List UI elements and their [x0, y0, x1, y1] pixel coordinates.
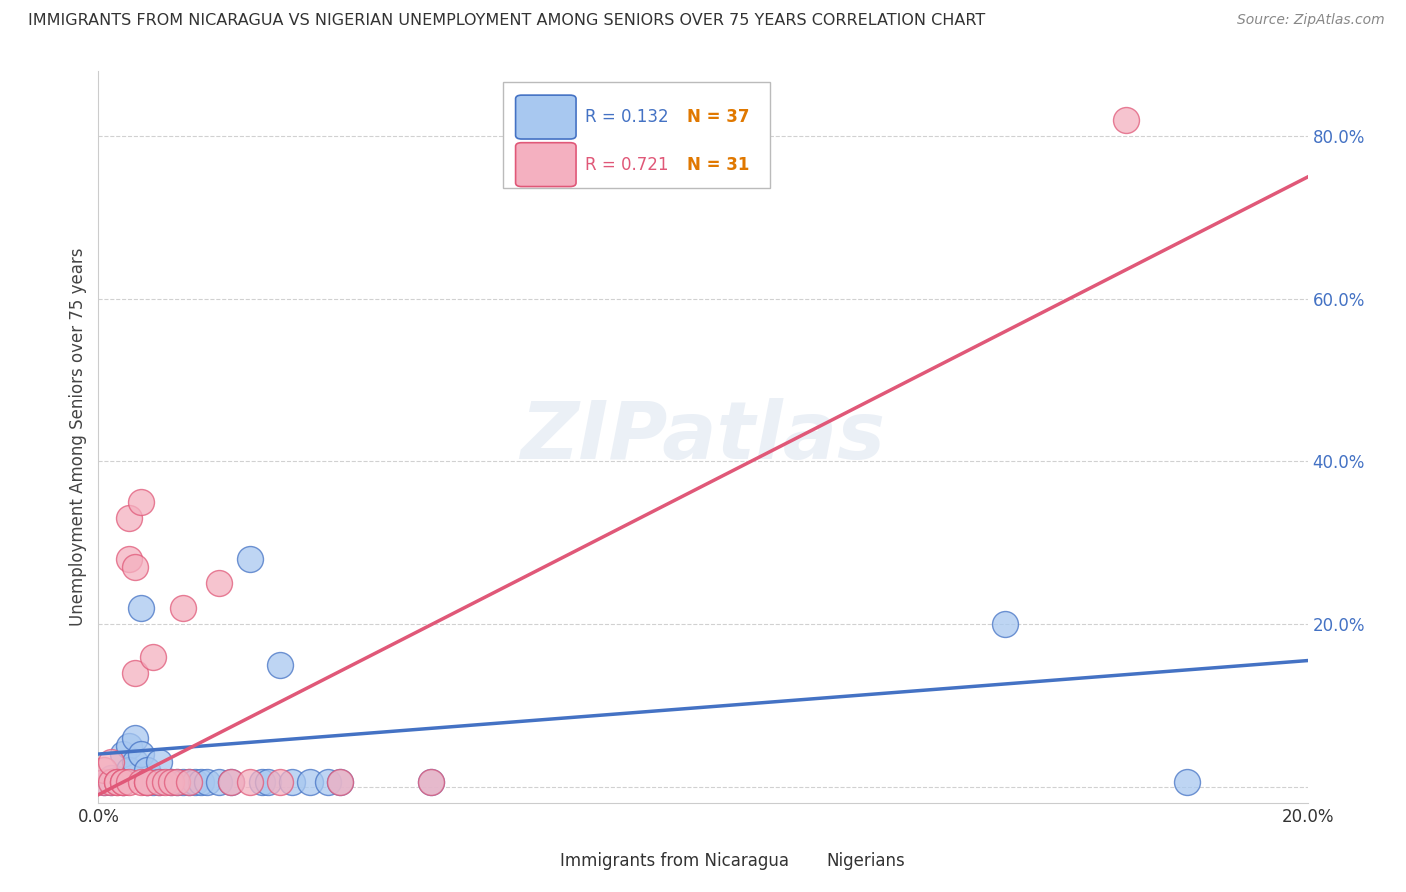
Text: Immigrants from Nicaragua: Immigrants from Nicaragua — [561, 853, 789, 871]
Point — [256, 775, 278, 789]
Point — [124, 731, 146, 745]
Point — [135, 775, 157, 789]
Point — [160, 775, 183, 789]
Point — [135, 764, 157, 778]
Point — [239, 775, 262, 789]
Point — [420, 775, 443, 789]
Point — [148, 775, 170, 789]
Point — [129, 600, 152, 615]
FancyBboxPatch shape — [769, 843, 820, 880]
FancyBboxPatch shape — [503, 82, 769, 188]
Point — [281, 775, 304, 789]
Point — [1175, 775, 1198, 789]
Point — [129, 747, 152, 761]
Point — [184, 775, 207, 789]
Point — [124, 560, 146, 574]
Point — [105, 775, 128, 789]
Point — [118, 739, 141, 753]
Point — [93, 764, 115, 778]
Point — [420, 775, 443, 789]
Point — [208, 775, 231, 789]
Text: R = 0.721: R = 0.721 — [585, 155, 668, 174]
Text: Source: ZipAtlas.com: Source: ZipAtlas.com — [1237, 13, 1385, 28]
Point — [118, 511, 141, 525]
Point — [118, 775, 141, 789]
Point — [316, 775, 339, 789]
Point — [93, 775, 115, 789]
Point — [118, 552, 141, 566]
FancyBboxPatch shape — [516, 95, 576, 139]
Point — [172, 775, 194, 789]
Point — [105, 775, 128, 789]
Point — [135, 775, 157, 789]
Point — [148, 775, 170, 789]
Text: IMMIGRANTS FROM NICARAGUA VS NIGERIAN UNEMPLOYMENT AMONG SENIORS OVER 75 YEARS C: IMMIGRANTS FROM NICARAGUA VS NIGERIAN UN… — [28, 13, 986, 29]
Point — [100, 775, 122, 789]
Point — [124, 755, 146, 769]
Point — [269, 657, 291, 672]
Point — [1115, 113, 1137, 128]
Point — [105, 772, 128, 787]
Text: N = 37: N = 37 — [688, 108, 749, 126]
Point — [329, 775, 352, 789]
Point — [190, 775, 212, 789]
Point — [239, 552, 262, 566]
Text: Nigerians: Nigerians — [827, 853, 905, 871]
Point — [111, 775, 134, 789]
Text: N = 31: N = 31 — [688, 155, 749, 174]
Point — [142, 649, 165, 664]
Point — [100, 772, 122, 786]
Point — [93, 775, 115, 789]
Point — [124, 665, 146, 680]
Point — [269, 775, 291, 789]
Point — [994, 617, 1017, 632]
Point — [299, 775, 322, 789]
Point — [160, 775, 183, 789]
Point — [153, 775, 176, 789]
Point — [111, 747, 134, 761]
Text: ZIPatlas: ZIPatlas — [520, 398, 886, 476]
Point — [166, 775, 188, 789]
Point — [111, 775, 134, 789]
Point — [221, 775, 243, 789]
FancyBboxPatch shape — [516, 143, 576, 186]
Point — [135, 775, 157, 789]
Point — [100, 755, 122, 769]
FancyBboxPatch shape — [503, 843, 554, 880]
Y-axis label: Unemployment Among Seniors over 75 years: Unemployment Among Seniors over 75 years — [69, 248, 87, 626]
Point — [100, 775, 122, 789]
Point — [250, 775, 273, 789]
Point — [179, 775, 201, 789]
Point — [111, 775, 134, 789]
Point — [172, 600, 194, 615]
Point — [166, 775, 188, 789]
Point — [148, 755, 170, 769]
Point — [195, 775, 218, 789]
Point — [129, 495, 152, 509]
Point — [129, 775, 152, 789]
Point — [179, 775, 201, 789]
Point — [221, 775, 243, 789]
Text: R = 0.132: R = 0.132 — [585, 108, 668, 126]
Point — [329, 775, 352, 789]
Point — [208, 576, 231, 591]
Point — [118, 764, 141, 778]
Point — [142, 775, 165, 789]
